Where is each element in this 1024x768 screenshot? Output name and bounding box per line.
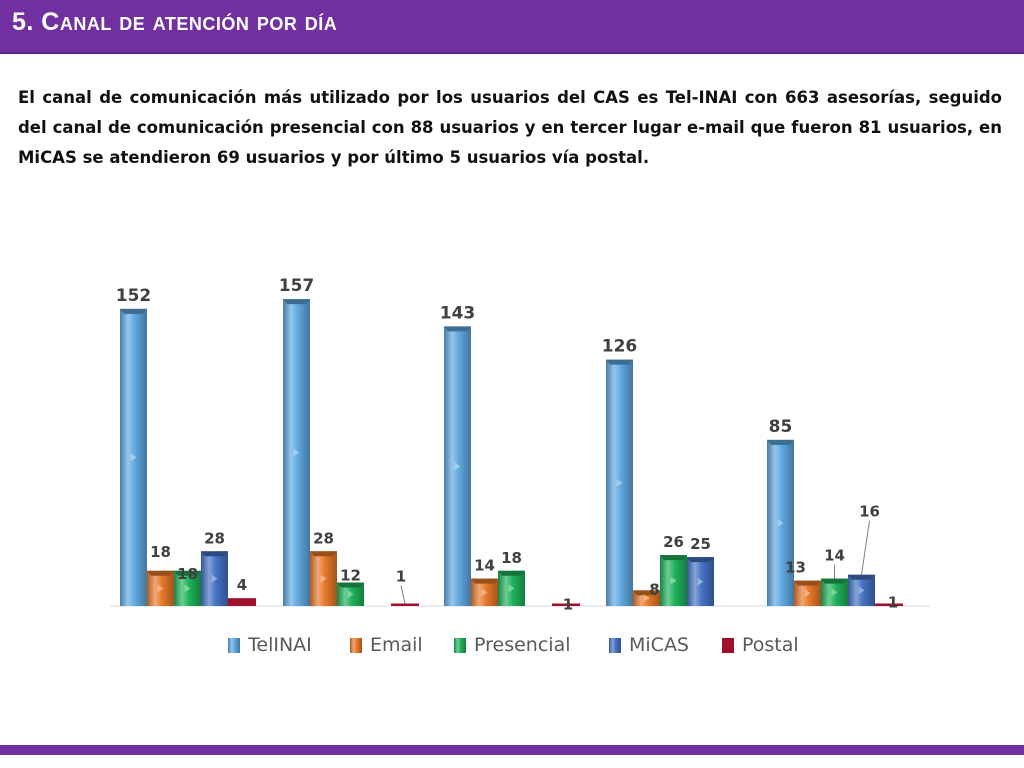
legend-item-postal: Postal bbox=[722, 634, 799, 656]
bar-micas-1 bbox=[201, 551, 228, 606]
bar-postal-2 bbox=[391, 603, 419, 606]
bar-email-5 bbox=[794, 580, 821, 606]
data-label: 18 bbox=[150, 543, 171, 561]
legend-swatch bbox=[228, 638, 240, 653]
bar-postal-5 bbox=[875, 603, 903, 606]
bar-telinai-4 bbox=[606, 359, 633, 606]
bar-email-2 bbox=[310, 551, 337, 606]
bar-presencial-5 bbox=[821, 578, 848, 606]
bar-chart: 152 157 143 126 85 18 28 14 8 13 18 12 18 26 14 28 25 16 4… bbox=[110, 276, 930, 656]
data-label: 85 bbox=[769, 417, 793, 437]
title-bar: 5. Canal de atención por día bbox=[0, 0, 1024, 54]
bar-presencial-2 bbox=[337, 582, 364, 606]
bar-presencial-3 bbox=[498, 570, 525, 606]
bar-telinai-5 bbox=[767, 439, 794, 606]
data-label: 4 bbox=[237, 576, 247, 594]
data-label: 1 bbox=[563, 596, 573, 614]
data-label-leader bbox=[400, 585, 406, 604]
bar-postal-1 bbox=[228, 598, 256, 606]
legend-item-micas: MiCAS bbox=[609, 634, 689, 656]
legend-swatch bbox=[609, 638, 621, 653]
legend-label: MiCAS bbox=[629, 634, 689, 656]
bar-presencial-1 bbox=[174, 570, 201, 606]
page-title: 5. Canal de atención por día bbox=[12, 8, 338, 36]
bar-presencial-4 bbox=[660, 555, 687, 606]
bar-telinai-3 bbox=[444, 326, 471, 606]
data-label: 143 bbox=[440, 303, 476, 323]
data-label: 152 bbox=[116, 286, 152, 306]
data-label: 18 bbox=[501, 549, 522, 567]
data-label: 16 bbox=[859, 503, 880, 521]
bar-email-4 bbox=[633, 590, 660, 606]
intro-paragraph: El canal de comunicación más utilizado p… bbox=[18, 88, 1002, 167]
data-label: 18 bbox=[177, 565, 198, 583]
bar-email-1 bbox=[147, 570, 174, 606]
data-label: 12 bbox=[340, 567, 361, 585]
bar-telinai-1 bbox=[120, 308, 147, 606]
legend-item-email: Email bbox=[350, 634, 423, 656]
data-label: 28 bbox=[204, 529, 225, 547]
bottom-bar bbox=[0, 745, 1024, 755]
bar-postal-3 bbox=[552, 603, 580, 606]
data-label: 14 bbox=[824, 547, 845, 565]
data-label-leader bbox=[861, 520, 870, 575]
data-label: 14 bbox=[474, 557, 495, 575]
legend-label: Postal bbox=[742, 634, 799, 656]
bar-email-3 bbox=[471, 578, 498, 606]
data-label: 157 bbox=[279, 276, 315, 296]
data-label: 25 bbox=[690, 535, 711, 553]
legend-item-telinai: TelINAI bbox=[228, 634, 312, 656]
bar-micas-4 bbox=[687, 557, 714, 606]
chart-legend: TelINAI Email Presencial MiCAS Postal bbox=[228, 634, 799, 656]
legend-label: Email bbox=[370, 634, 423, 656]
data-label: 26 bbox=[663, 533, 684, 551]
legend-swatch bbox=[454, 638, 466, 653]
legend-swatch bbox=[350, 638, 362, 653]
data-label: 28 bbox=[313, 529, 334, 547]
legend-label: Presencial bbox=[474, 634, 570, 656]
data-label: 8 bbox=[649, 580, 659, 598]
data-label: 1 bbox=[888, 594, 898, 612]
legend-label: TelINAI bbox=[247, 634, 312, 656]
data-label: 1 bbox=[396, 568, 406, 586]
data-label: 13 bbox=[785, 559, 806, 577]
legend-item-presencial: Presencial bbox=[454, 634, 570, 656]
bar-micas-5 bbox=[848, 574, 875, 606]
data-label: 126 bbox=[602, 337, 638, 357]
bar-telinai-2 bbox=[283, 299, 310, 606]
legend-swatch bbox=[722, 638, 734, 653]
